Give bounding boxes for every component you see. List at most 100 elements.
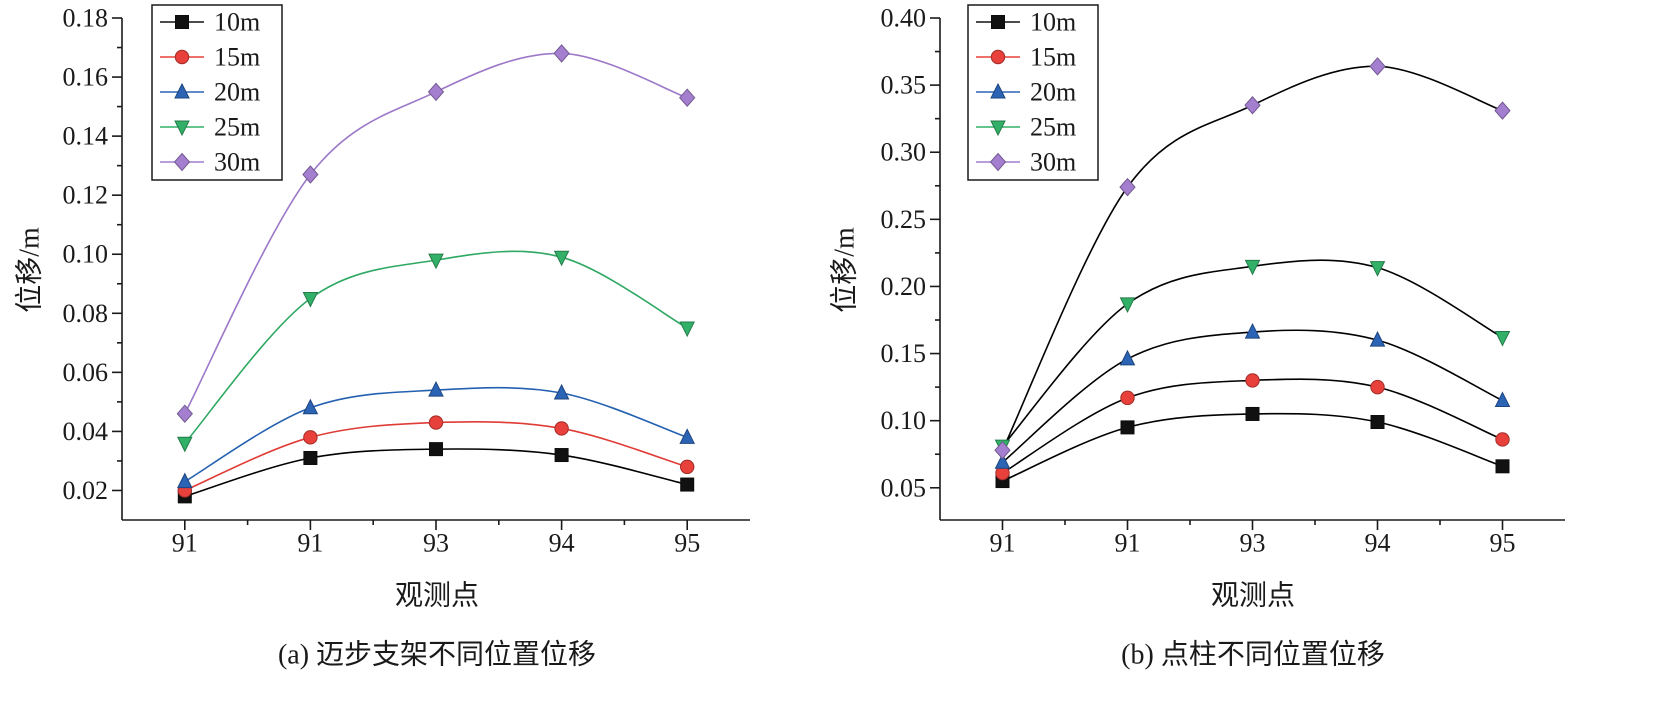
chart-b-legend-marker-30m xyxy=(989,152,1007,172)
chart-b-legend-marker-10m xyxy=(991,15,1005,29)
chart-a-y-tick-label: 0.02 xyxy=(63,476,109,505)
chart-a-point-15m-1 xyxy=(303,430,318,445)
chart-a-legend-marker-15m xyxy=(174,49,190,65)
chart-b-point-15m-1 xyxy=(1120,390,1135,406)
chart-b-x-tick-label: 91 xyxy=(1115,529,1141,558)
chart-a-point-20m-4 xyxy=(679,428,696,444)
chart-b-point-10m-2 xyxy=(1245,406,1260,421)
chart-a-point-25m-4 xyxy=(679,321,696,338)
chart-b-x-tick-label: 95 xyxy=(1490,529,1516,558)
chart-a-legend-marker-10m xyxy=(175,15,189,29)
chart-a-point-15m-2 xyxy=(428,415,444,430)
chart-a: 位移/m 观测点 (a) 迈步支架不同位置位移 0.02 0.04 0.06 0.08… xyxy=(14,4,750,671)
chart-b-y-tick-label: 0.15 xyxy=(881,339,927,368)
chart-a-y-tick-label: 0.18 xyxy=(63,4,109,33)
chart-a-line-20m xyxy=(184,386,688,483)
chart-b-point-10m-1 xyxy=(1120,420,1135,435)
chart-a-legend-item-30m: 30m xyxy=(160,148,260,177)
chart-a-point-15m-3 xyxy=(554,421,569,436)
chart-b-point-25m-1 xyxy=(1119,297,1136,314)
chart-b-legend-label-15m: 15m xyxy=(1030,43,1076,72)
chart-b-legend: 10m 15m 20m 25m 30m xyxy=(967,4,1099,181)
chart-b-y-tick-label: 0.40 xyxy=(881,4,927,33)
chart-b-y-tick-label: 0.30 xyxy=(881,138,927,167)
chart-b: 位移/m 观测点 (b) 点柱不同位置位移 0.05 0.10 0.15 0.20 0.… xyxy=(829,4,1565,671)
chart-b-legend-label-10m: 10m xyxy=(1030,8,1076,37)
chart-b-legend-label-30m: 30m xyxy=(1030,148,1076,177)
chart-a-point-30m-2 xyxy=(427,82,445,102)
chart-b-point-30m-2 xyxy=(1244,95,1261,115)
chart-a-point-10m-1 xyxy=(303,450,318,465)
chart-a-legend-marker-30m xyxy=(173,152,191,172)
chart-b-point-30m-0 xyxy=(994,440,1011,460)
chart-b-point-20m-1 xyxy=(1119,349,1136,366)
chart-b-point-30m-1 xyxy=(1119,177,1136,197)
chart-a-legend-label-30m: 30m xyxy=(214,148,260,177)
chart-b-point-25m-4 xyxy=(1494,330,1511,347)
chart-a-point-25m-1 xyxy=(302,292,319,308)
chart-b-x-tick-label: 93 xyxy=(1240,529,1266,558)
chart-a-point-20m-1 xyxy=(302,398,319,415)
chart-a-point-25m-3 xyxy=(553,250,570,267)
chart-b-x-tick-label: 94 xyxy=(1365,529,1391,558)
chart-b-legend-marker-15m xyxy=(990,49,1006,65)
chart-a-legend-item-20m: 20m xyxy=(160,78,260,107)
chart-b-point-15m-3 xyxy=(1370,379,1385,395)
chart-b-point-10m-3 xyxy=(1370,415,1385,430)
chart-b-point-25m-3 xyxy=(1369,261,1386,277)
chart-b-y-tick-label: 0.05 xyxy=(881,473,927,502)
chart-a-legend-item-25m: 25m xyxy=(160,113,260,142)
chart-b-point-25m-2 xyxy=(1244,259,1261,276)
chart-b-y-tick-label: 0.35 xyxy=(881,71,927,100)
chart-a-legend: 10m 15m 20m 25m 30m xyxy=(151,4,283,181)
chart-b-line-15m xyxy=(1002,378,1503,474)
chart-b-line-20m xyxy=(1001,329,1503,463)
chart-b-point-15m-4 xyxy=(1495,432,1510,447)
chart-a-y-tick-label: 0.04 xyxy=(63,417,109,446)
chart-b-point-20m-2 xyxy=(1244,322,1261,339)
chart-b-legend-marker-25m xyxy=(990,120,1006,137)
chart-a-point-15m-4 xyxy=(680,459,695,475)
chart-a-x-tick-label: 91 xyxy=(172,529,198,558)
chart-b-point-30m-3 xyxy=(1369,57,1386,76)
chart-a-point-30m-0 xyxy=(176,404,193,423)
chart-a-x-axis-title: 观测点 xyxy=(395,581,479,612)
chart-b-legend-marker-20m xyxy=(990,82,1006,99)
chart-b-point-20m-3 xyxy=(1369,331,1386,347)
chart-a-legend-item-10m: 10m xyxy=(160,8,260,37)
chart-b-y-tick-label: 0.20 xyxy=(881,272,927,301)
chart-a-legend-item-15m: 15m xyxy=(160,43,260,72)
chart-a-point-25m-0 xyxy=(176,436,193,453)
chart-a-x-tick-label: 94 xyxy=(549,529,575,558)
chart-b-legend-item-20m: 20m xyxy=(976,78,1076,107)
chart-a-line-25m xyxy=(184,250,688,444)
chart-a-legend-label-10m: 10m xyxy=(214,8,260,37)
chart-b-x-axis-title: 观测点 xyxy=(1211,581,1295,612)
chart-a-y-tick-label: 0.16 xyxy=(63,63,109,92)
chart-b-point-15m-2 xyxy=(1245,373,1260,388)
chart-a-line-30m xyxy=(184,52,688,415)
chart-b-line-30m xyxy=(1001,65,1503,451)
chart-a-x-tick-label: 91 xyxy=(297,529,323,558)
chart-a-y-tick-label: 0.12 xyxy=(63,181,109,210)
chart-b-legend-item-10m: 10m xyxy=(976,8,1076,37)
chart-a-point-20m-3 xyxy=(553,383,570,400)
chart-b-point-30m-4 xyxy=(1494,101,1511,120)
chart-a-y-axis-title: 位移/m xyxy=(14,227,46,313)
chart-b-legend-item-15m: 15m xyxy=(976,43,1076,72)
chart-a-y-tick-label: 0.08 xyxy=(63,299,109,328)
chart-a-legend-marker-20m xyxy=(174,82,190,99)
chart-a-y-tick-label: 0.06 xyxy=(63,358,109,387)
chart-a-y-tick-label: 0.10 xyxy=(63,240,109,269)
chart-b-point-20m-0 xyxy=(994,453,1011,469)
chart-a-caption: (a) 迈步支架不同位置位移 xyxy=(278,639,596,671)
chart-b-legend-label-25m: 25m xyxy=(1030,113,1076,142)
chart-b-caption: (b) 点柱不同位置位移 xyxy=(1121,639,1385,671)
chart-a-x-tick-label: 95 xyxy=(674,529,700,558)
chart-a-point-10m-4 xyxy=(680,477,695,492)
chart-a-x-tick-label: 93 xyxy=(423,529,449,558)
chart-a-point-30m-1 xyxy=(302,165,319,184)
chart-b-y-tick-label: 0.10 xyxy=(881,406,927,435)
chart-b-point-10m-4 xyxy=(1495,459,1510,474)
